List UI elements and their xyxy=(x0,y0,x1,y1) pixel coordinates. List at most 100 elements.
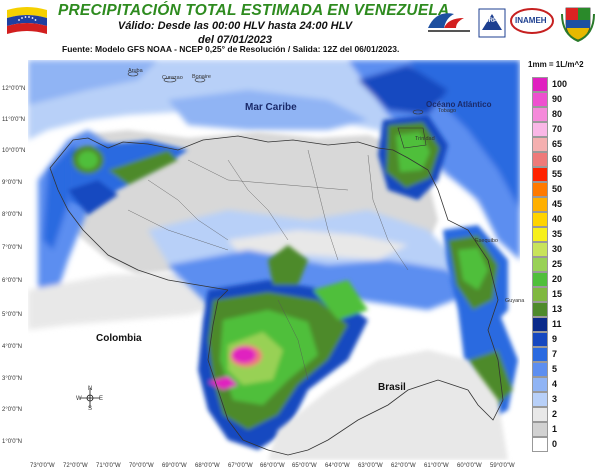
lon-tick: 66°0'0"W xyxy=(260,463,285,469)
lon-tick: 63°0'0"W xyxy=(358,463,383,469)
legend-label: 30 xyxy=(552,244,563,254)
legend-label: 50 xyxy=(552,184,563,194)
legend-item: 60 xyxy=(532,152,598,167)
legend-swatch xyxy=(532,332,548,347)
source-text: Fuente: Modelo GFS NOAA - NCEP 0,25° de … xyxy=(62,44,400,54)
coat-of-arms-icon xyxy=(561,7,595,42)
legend-swatch xyxy=(532,257,548,272)
legend-label: 15 xyxy=(552,289,563,299)
lon-tick: 61°0'0"W xyxy=(424,463,449,469)
lat-tick: 9°0'0"N xyxy=(2,180,23,186)
label-colombia: Colombia xyxy=(96,333,142,344)
islands xyxy=(127,71,427,149)
lat-tick: 1°0'0"N xyxy=(2,439,23,445)
legend-label: 70 xyxy=(552,124,563,134)
lon-tick: 62°0'0"W xyxy=(391,463,416,469)
legend-item: 13 xyxy=(532,302,598,317)
place-trinidad: Trinidad xyxy=(415,136,435,142)
label-mar-caribe: Mar Caribe xyxy=(245,102,297,113)
legend-swatch xyxy=(532,152,548,167)
legend-label: 3 xyxy=(552,394,558,404)
legend-swatch xyxy=(532,107,548,122)
header: PRECIPITACIÓN TOTAL ESTIMADA EN VENEZUEL… xyxy=(0,0,600,56)
place-aruba: Aruba xyxy=(128,68,143,74)
legend-swatch xyxy=(532,197,548,212)
legend-item: 40 xyxy=(532,212,598,227)
legend-swatch xyxy=(532,287,548,302)
lat-tick: 12°0'0"N xyxy=(2,86,26,92)
legend-item: 5 xyxy=(532,362,598,377)
state-borders xyxy=(127,149,409,381)
legend-item: 1 xyxy=(532,422,598,437)
place-esequibo: Esequibo xyxy=(475,238,498,244)
legend-item: 25 xyxy=(532,257,598,272)
legend-swatch xyxy=(532,182,548,197)
legend-swatch xyxy=(532,167,548,182)
vgrpc-label: VGRPC xyxy=(480,18,502,24)
forecast-date: del 07/01/2023 xyxy=(197,34,272,46)
compass-w: W xyxy=(76,396,82,402)
lon-tick: 64°0'0"W xyxy=(325,463,350,469)
lat-tick: 4°0'0"N xyxy=(2,344,23,350)
legend-swatch xyxy=(532,392,548,407)
legend-swatch xyxy=(532,422,548,437)
legend-swatch xyxy=(532,302,548,317)
legend-label: 40 xyxy=(552,214,563,224)
legend-swatch xyxy=(532,77,548,92)
legend-swatch xyxy=(532,212,548,227)
legend-item: 50 xyxy=(532,182,598,197)
legend-item: 30 xyxy=(532,242,598,257)
legend-swatch xyxy=(532,227,548,242)
legend-swatch xyxy=(532,377,548,392)
legend-label: 4 xyxy=(552,379,558,389)
legend-item: 15 xyxy=(532,287,598,302)
lat-tick: 3°0'0"N xyxy=(2,376,23,382)
legend-item: 55 xyxy=(532,167,598,182)
legend-label: 55 xyxy=(552,169,563,179)
lon-tick: 72°0'0"W xyxy=(63,463,88,469)
precipitation-legend: 1mm = 1L/m^2 100 90 80 70 65 60 55 50 45 40 35 30 25… xyxy=(528,60,598,452)
legend-swatch xyxy=(532,92,548,107)
legend-label: 25 xyxy=(552,259,563,269)
legend-label: 35 xyxy=(552,229,563,239)
legend-label: 90 xyxy=(552,94,563,104)
lon-tick: 71°0'0"W xyxy=(96,463,121,469)
legend-label: 11 xyxy=(552,319,562,329)
legend-label: 65 xyxy=(552,139,563,149)
western-rain-band xyxy=(68,140,188,215)
legend-item: 35 xyxy=(532,227,598,242)
compass-s: S xyxy=(88,406,93,412)
legend-item: 0 xyxy=(532,437,598,452)
legend-label: 1 xyxy=(552,424,558,434)
lat-tick: 7°0'0"N xyxy=(2,245,23,251)
legend-swatch xyxy=(532,317,548,332)
lat-tick: 10°0'0"N xyxy=(2,148,26,154)
compass-e: E xyxy=(99,396,104,402)
legend-item: 65 xyxy=(532,137,598,152)
validity-text: Válido: Desde las 00:00 HLV hasta 24:00 … xyxy=(117,20,353,32)
lon-tick: 65°0'0"W xyxy=(292,463,317,469)
compass-icon xyxy=(80,388,100,408)
lon-tick: 70°0'0"W xyxy=(129,463,154,469)
legend-label: 100 xyxy=(552,79,568,89)
lat-tick: 5°0'0"N xyxy=(2,312,23,318)
legend-item: 3 xyxy=(532,392,598,407)
lon-tick: 60°0'0"W xyxy=(457,463,482,469)
lat-tick: 6°0'0"N xyxy=(2,278,23,284)
label-oceano-atlantico: Océano Atlántico xyxy=(426,100,492,109)
legend-label: 60 xyxy=(552,154,563,164)
legend-item: 9 xyxy=(532,332,598,347)
legend-item: 45 xyxy=(532,197,598,212)
inameh-icon xyxy=(510,8,554,34)
label-brasil: Brasil xyxy=(378,382,406,393)
page-title: PRECIPITACIÓN TOTAL ESTIMADA EN VENEZUEL… xyxy=(58,2,450,19)
legend-label: 2 xyxy=(552,409,558,419)
place-bonaire: Bonaire xyxy=(192,74,211,80)
place-tobago: Tobago xyxy=(438,108,457,114)
legend-label: 20 xyxy=(552,274,563,284)
legend-label: 5 xyxy=(552,364,558,374)
vgrpc-icon xyxy=(478,8,506,38)
legend-swatch xyxy=(532,272,548,287)
legend-swatch xyxy=(532,407,548,422)
lon-tick: 59°0'0"W xyxy=(490,463,515,469)
